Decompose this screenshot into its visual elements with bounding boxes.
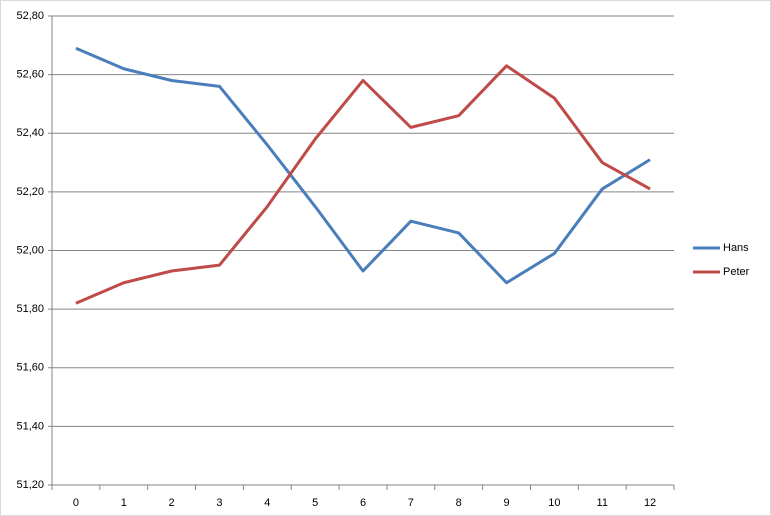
- y-tick-label: 51,40: [16, 420, 44, 432]
- y-tick-label: 51,60: [16, 362, 44, 374]
- x-tick-label: 6: [360, 497, 366, 509]
- x-tick-label: 0: [73, 497, 79, 509]
- legend-label: Peter: [723, 266, 750, 278]
- x-tick-label: 12: [644, 497, 656, 509]
- x-tick-label: 4: [264, 497, 270, 509]
- x-tick-label: 10: [548, 497, 560, 509]
- y-tick-label: 52,00: [16, 244, 44, 256]
- x-tick-label: 3: [216, 497, 222, 509]
- x-tick-label: 8: [456, 497, 462, 509]
- y-tick-label: 52,60: [16, 69, 44, 81]
- x-tick-label: 7: [408, 497, 414, 509]
- series-line: [75, 46, 651, 285]
- y-tick-label: 52,40: [16, 127, 44, 139]
- y-tick-label: 51,20: [16, 479, 44, 491]
- y-tick-label: 52,20: [16, 186, 44, 198]
- y-tick-label: 51,80: [16, 303, 44, 315]
- x-tick-label: 11: [597, 497, 608, 509]
- series-line: [75, 64, 651, 305]
- x-tick-label: 9: [503, 497, 509, 509]
- x-tick-label: 5: [312, 497, 318, 509]
- y-tick-label: 52,80: [16, 10, 44, 22]
- x-tick-label: 1: [121, 497, 127, 509]
- x-tick-label: 2: [169, 497, 175, 509]
- legend-label: Hans: [723, 242, 749, 254]
